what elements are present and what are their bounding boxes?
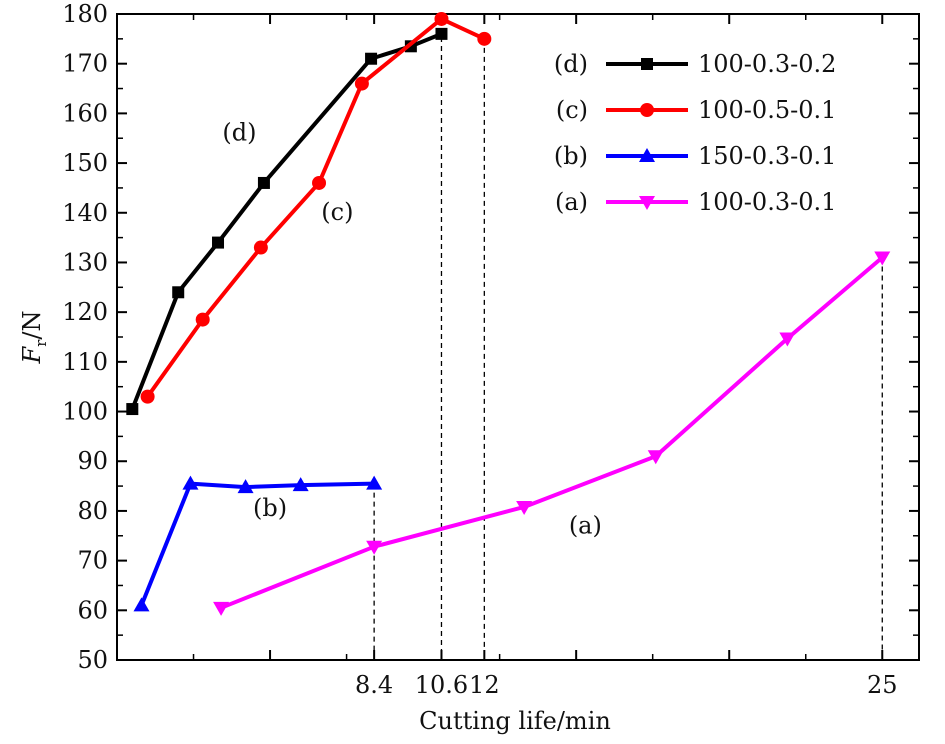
data-point-circle	[354, 76, 369, 91]
y-axis-title-main: F	[18, 345, 46, 364]
legend-swatch-marker	[640, 103, 654, 117]
data-point-square	[212, 236, 225, 249]
x-axis-title: Cutting life/min	[419, 707, 611, 735]
legend-label: (c)	[556, 96, 588, 124]
series-line-3	[220, 255, 884, 610]
series-annotation: (c)	[321, 198, 353, 226]
legend-label: (d)	[554, 50, 588, 78]
data-point-triangle-down	[516, 500, 533, 515]
data-point-square	[435, 27, 448, 40]
data-point-circle	[195, 312, 210, 327]
y-tick-label: 140	[62, 199, 108, 227]
series-annotation: (a)	[569, 511, 602, 539]
data-point-square	[126, 403, 139, 416]
y-tick-label: 170	[62, 50, 108, 78]
annotations-layer: (d) (c) (b) (a)	[222, 119, 601, 540]
legend-swatch-marker	[639, 148, 655, 162]
data-point-triangle-down	[366, 540, 383, 555]
data-point-triangle-down	[213, 601, 230, 616]
y-tick-label: 50	[77, 646, 108, 674]
droplines-layer	[373, 18, 883, 660]
data-point-circle	[477, 31, 492, 46]
data-point-circle	[253, 240, 268, 255]
y-tick-label: 90	[77, 447, 108, 475]
data-point-triangle-up	[133, 597, 150, 612]
data-point-triangle-up	[182, 475, 199, 490]
series-line-1	[145, 16, 486, 398]
data-point-circle	[312, 175, 327, 190]
legend: (d) 100-0.3-0.2 (c) 100-0.5-0.1 (b) 150-0.3-0…	[554, 50, 836, 216]
data-point-triangle-up	[366, 475, 383, 490]
y-tick-label: 80	[77, 497, 108, 525]
legend-swatch-marker	[641, 58, 653, 70]
y-axis-title-unit: /N	[18, 311, 46, 340]
data-point-triangle-down	[647, 450, 664, 465]
data-point-circle	[140, 389, 155, 404]
series-annotation: (b)	[253, 494, 287, 522]
ticks-layer: 50 60 70 80 90 100 110 120 130 140 150 160 170 180 8.4…	[62, 0, 919, 699]
series-annotation: (d)	[222, 119, 256, 147]
y-tick-label: 60	[77, 596, 108, 624]
legend-series-name: 100-0.3-0.2	[698, 50, 836, 78]
y-axis-title: Fr/N	[18, 311, 50, 365]
data-point-triangle-up	[292, 477, 309, 492]
legend-swatch-marker	[639, 196, 655, 210]
x-tick-label: 8.4	[355, 671, 393, 699]
data-point-square	[172, 286, 185, 299]
data-point-square	[257, 176, 270, 189]
data-point-square	[365, 52, 378, 65]
legend-series-name: 100-0.3-0.1	[698, 188, 836, 216]
y-axis-title-subscript: r	[32, 339, 50, 347]
data-point-circle	[434, 11, 449, 26]
y-tick-label: 110	[62, 348, 108, 376]
legend-label: (a)	[555, 188, 588, 216]
data-point-triangle-up	[237, 479, 254, 494]
data-point-triangle-down	[874, 251, 891, 266]
y-tick-label: 160	[62, 99, 108, 127]
legend-series-name: 150-0.3-0.1	[698, 142, 836, 170]
y-tick-label: 180	[62, 0, 108, 28]
legend-label: (b)	[554, 142, 588, 170]
y-tick-label: 120	[62, 298, 108, 326]
y-tick-label: 130	[62, 248, 108, 276]
y-tick-label: 100	[62, 398, 108, 426]
x-tick-label: 10.6	[415, 671, 468, 699]
legend-series-name: 100-0.5-0.1	[698, 96, 836, 124]
x-tick-label: 25	[867, 671, 898, 699]
y-tick-label: 70	[77, 547, 108, 575]
data-point-triangle-down	[779, 332, 796, 347]
x-tick-label: 12	[469, 671, 500, 699]
series-layer	[126, 11, 891, 616]
y-tick-label: 150	[62, 149, 108, 177]
